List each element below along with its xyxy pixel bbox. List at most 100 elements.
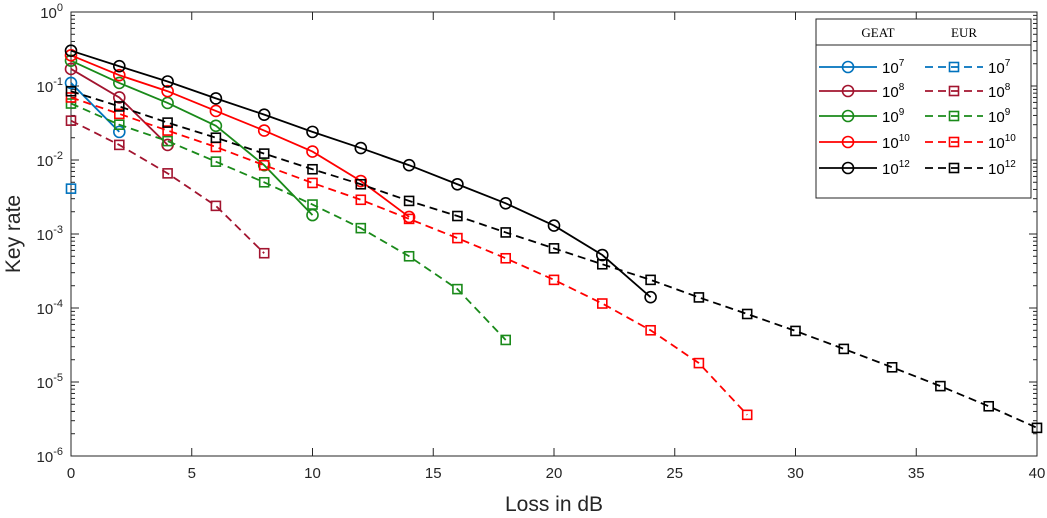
data-point bbox=[547, 219, 561, 232]
x-tick-label: 10 bbox=[304, 465, 321, 482]
data-point bbox=[500, 227, 512, 238]
legend-item: 109 bbox=[819, 107, 905, 126]
data-point bbox=[161, 75, 174, 88]
series-eur-1e7 bbox=[65, 183, 77, 194]
data-point bbox=[548, 274, 560, 286]
legend-marker bbox=[841, 135, 855, 149]
data-point bbox=[257, 124, 271, 137]
data-point bbox=[65, 92, 77, 103]
legend-item: 108 bbox=[819, 82, 905, 101]
legend-marker bbox=[948, 136, 960, 148]
legend-header-geat: GEAT bbox=[861, 25, 894, 40]
series-geat-1e7 bbox=[64, 76, 126, 139]
data-point bbox=[64, 48, 78, 62]
data-point bbox=[64, 54, 78, 67]
data-point bbox=[1031, 422, 1043, 434]
legend-label: 109 bbox=[988, 107, 1011, 126]
data-point bbox=[452, 210, 463, 222]
data-point bbox=[258, 247, 270, 259]
data-point bbox=[209, 104, 223, 118]
x-axis-label: Loss in dB bbox=[505, 493, 603, 516]
data-point bbox=[210, 156, 222, 167]
data-point bbox=[114, 119, 125, 130]
data-point bbox=[161, 138, 174, 152]
data-point bbox=[258, 176, 270, 188]
data-point bbox=[306, 125, 319, 139]
x-tick-label: 25 bbox=[666, 465, 683, 482]
legend-label: 107 bbox=[988, 58, 1011, 77]
data-point bbox=[209, 119, 223, 133]
series-line bbox=[70, 90, 1038, 429]
legend-label: 1010 bbox=[882, 133, 910, 152]
legend-label: 108 bbox=[882, 82, 905, 101]
data-point bbox=[64, 62, 78, 76]
legend-item: 1012 bbox=[925, 159, 1016, 178]
data-point bbox=[114, 101, 125, 112]
data-point bbox=[65, 183, 77, 194]
legend-marker bbox=[948, 85, 960, 97]
data-point bbox=[210, 200, 222, 212]
data-point bbox=[65, 115, 77, 126]
data-point bbox=[500, 334, 512, 346]
data-point bbox=[983, 400, 995, 412]
legend-label: 109 bbox=[882, 107, 905, 126]
x-tick-label: 40 bbox=[1029, 465, 1046, 482]
legend-marker bbox=[841, 84, 855, 98]
series-line bbox=[70, 82, 120, 133]
series-geat-1e10 bbox=[64, 48, 416, 224]
legend-item: 107 bbox=[819, 58, 905, 77]
series-eur-1e12 bbox=[65, 85, 1043, 434]
data-point bbox=[693, 292, 705, 303]
series-line bbox=[70, 119, 265, 254]
legend-label: 1012 bbox=[882, 159, 910, 178]
data-point bbox=[790, 325, 801, 337]
data-point bbox=[403, 195, 415, 207]
data-point bbox=[113, 125, 126, 139]
y-tick-label: 10-1 bbox=[37, 76, 63, 96]
data-point bbox=[452, 232, 463, 244]
data-point bbox=[114, 139, 125, 151]
y-tick-labels: 100 10-1 10-2 10-3 10-4 10-5 10-6 bbox=[37, 2, 63, 466]
data-point bbox=[162, 168, 173, 179]
data-point bbox=[307, 177, 318, 189]
data-point bbox=[354, 141, 368, 155]
data-point bbox=[64, 44, 78, 57]
data-point bbox=[403, 213, 415, 225]
data-point bbox=[596, 298, 608, 309]
data-point bbox=[548, 243, 560, 254]
series-eur-1e8 bbox=[65, 115, 270, 259]
data-point bbox=[114, 108, 125, 120]
y-axis-label: Key rate bbox=[2, 195, 25, 273]
legend-item: 1010 bbox=[819, 133, 910, 152]
legend-item: 1012 bbox=[819, 159, 910, 178]
data-point bbox=[452, 283, 463, 295]
series-eur-1e10 bbox=[65, 92, 753, 421]
legend-marker bbox=[841, 60, 855, 74]
data-point bbox=[258, 148, 270, 159]
series-line bbox=[70, 102, 507, 341]
legend-item: 109 bbox=[925, 107, 1011, 126]
data-point bbox=[693, 357, 705, 369]
series-geat-1e8 bbox=[64, 62, 174, 152]
data-point bbox=[838, 343, 850, 355]
data-point bbox=[162, 117, 173, 128]
y-tick-label: 10-4 bbox=[37, 298, 63, 318]
series-line bbox=[70, 49, 652, 298]
data-point bbox=[354, 174, 368, 188]
data-point bbox=[645, 324, 656, 336]
series-layer bbox=[64, 44, 1043, 434]
legend-item: 1010 bbox=[925, 133, 1016, 152]
data-point bbox=[161, 84, 174, 98]
data-point bbox=[113, 91, 126, 104]
x-tick-label: 30 bbox=[787, 465, 804, 482]
series-line bbox=[70, 59, 314, 216]
legend-marker bbox=[841, 109, 855, 123]
data-point bbox=[258, 159, 270, 171]
data-point bbox=[65, 85, 77, 97]
data-point bbox=[355, 178, 367, 190]
legend-entries: 107 108 109 1010 1012 107 108 109 1010 1012 bbox=[819, 58, 1016, 178]
series-eur-1e9 bbox=[65, 98, 512, 346]
legend-marker bbox=[948, 110, 960, 122]
legend-label: 108 bbox=[988, 82, 1011, 101]
x-tick-label: 35 bbox=[908, 465, 925, 482]
